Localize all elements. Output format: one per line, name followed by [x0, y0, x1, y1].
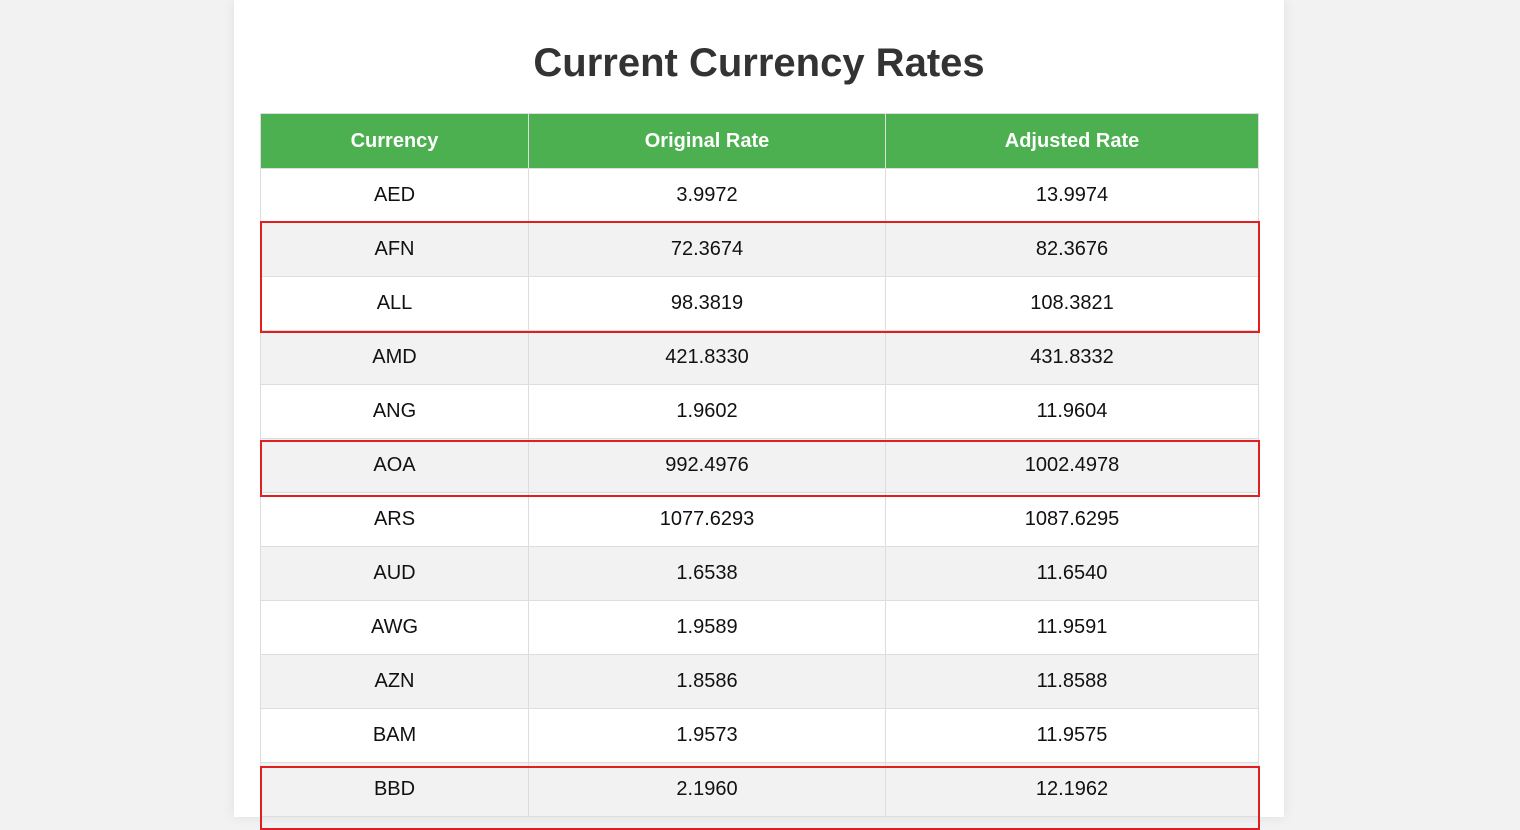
adjusted-rate-cell: 1087.6295	[885, 492, 1259, 547]
original-rate-cell: 1.8586	[528, 654, 886, 709]
adjusted-rate-cell: 11.9591	[885, 600, 1259, 655]
table-row: AED 3.9972 13.9974	[260, 168, 1259, 223]
original-rate-cell: 98.3819	[528, 276, 886, 331]
currency-cell: AOA	[260, 438, 529, 493]
table-row: AUD 1.6538 11.6540	[260, 546, 1259, 601]
currency-cell: AFN	[260, 222, 529, 277]
column-header-currency: Currency	[260, 113, 529, 169]
table-row: AWG 1.9589 11.9591	[260, 600, 1259, 655]
table-row: AMD 421.8330 431.8332	[260, 330, 1259, 385]
currency-cell: ANG	[260, 384, 529, 439]
table-row: ANG 1.9602 11.9604	[260, 384, 1259, 439]
table-row: BBD 2.1960 12.1962	[260, 762, 1259, 817]
original-rate-cell: 1.9589	[528, 600, 886, 655]
currency-cell: ALL	[260, 276, 529, 331]
adjusted-rate-cell: 1002.4978	[885, 438, 1259, 493]
adjusted-rate-cell: 11.9575	[885, 708, 1259, 763]
original-rate-cell: 2.1960	[528, 762, 886, 817]
adjusted-rate-cell: 11.8588	[885, 654, 1259, 709]
adjusted-rate-cell: 82.3676	[885, 222, 1259, 277]
table-row: ALL 98.3819 108.3821	[260, 276, 1259, 331]
rates-card: Current Currency Rates Currency Original…	[234, 0, 1284, 817]
currency-cell: AMD	[260, 330, 529, 385]
table-row: BAM 1.9573 11.9575	[260, 708, 1259, 763]
currency-cell: BBD	[260, 762, 529, 817]
original-rate-cell: 1.9573	[528, 708, 886, 763]
page-title: Current Currency Rates	[533, 41, 985, 85]
original-rate-cell: 1.6538	[528, 546, 886, 601]
currency-cell: AZN	[260, 654, 529, 709]
adjusted-rate-cell: 11.6540	[885, 546, 1259, 601]
currency-cell: AWG	[260, 600, 529, 655]
original-rate-cell: 1077.6293	[528, 492, 886, 547]
original-rate-cell: 72.3674	[528, 222, 886, 277]
column-header-original-rate: Original Rate	[528, 113, 886, 169]
adjusted-rate-cell: 13.9974	[885, 168, 1259, 223]
currency-cell: AUD	[260, 546, 529, 601]
rates-table: Currency Original Rate Adjusted Rate AED…	[260, 113, 1259, 817]
adjusted-rate-cell: 431.8332	[885, 330, 1259, 385]
currency-cell: BAM	[260, 708, 529, 763]
table-row: ARS 1077.6293 1087.6295	[260, 492, 1259, 547]
currency-cell: ARS	[260, 492, 529, 547]
currency-cell: AED	[260, 168, 529, 223]
adjusted-rate-cell: 11.9604	[885, 384, 1259, 439]
table-row: AOA 992.4976 1002.4978	[260, 438, 1259, 493]
original-rate-cell: 3.9972	[528, 168, 886, 223]
column-header-adjusted-rate: Adjusted Rate	[885, 113, 1259, 169]
adjusted-rate-cell: 12.1962	[885, 762, 1259, 817]
adjusted-rate-cell: 108.3821	[885, 276, 1259, 331]
table-row: AFN 72.3674 82.3676	[260, 222, 1259, 277]
original-rate-cell: 992.4976	[528, 438, 886, 493]
table-header-row: Currency Original Rate Adjusted Rate	[260, 113, 1259, 169]
original-rate-cell: 421.8330	[528, 330, 886, 385]
original-rate-cell: 1.9602	[528, 384, 886, 439]
table-row: AZN 1.8586 11.8588	[260, 654, 1259, 709]
